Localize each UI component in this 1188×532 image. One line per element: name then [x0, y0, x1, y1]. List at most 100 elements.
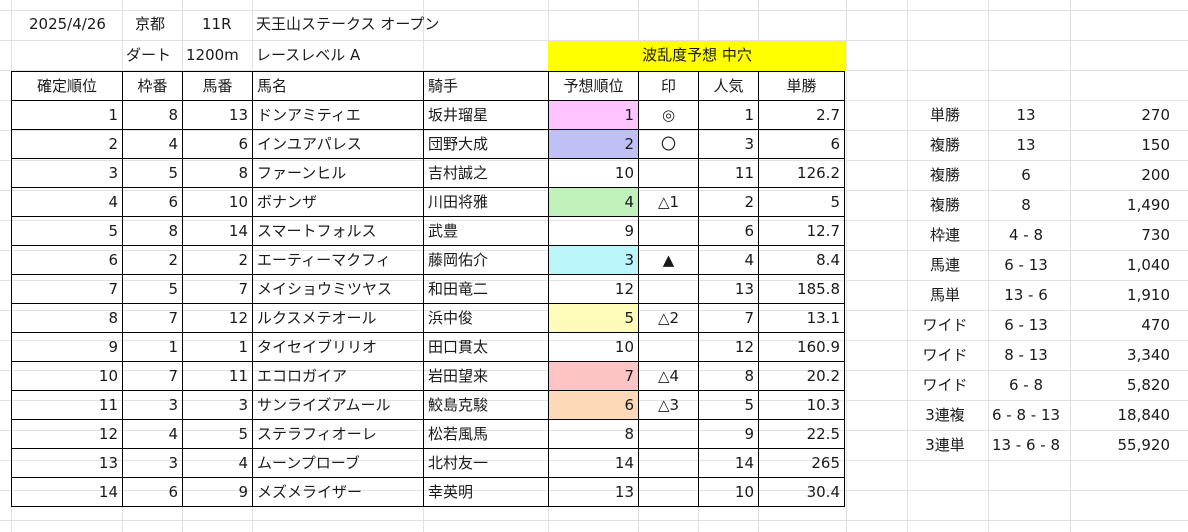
predicted-rank-cell: 6 [548, 390, 639, 420]
payout-combination: 13 [1016, 106, 1036, 124]
bracket-number-cell: 8 [122, 100, 183, 130]
jockey-name-cell: 浜中俊 [423, 303, 549, 333]
payout-amount: 1,910 [1127, 286, 1170, 304]
jockey-name-cell: 幸英明 [423, 477, 549, 507]
finish-position-cell: 14 [11, 477, 123, 507]
payout-amount: 3,340 [1127, 346, 1170, 364]
popularity-cell: 8 [698, 361, 759, 391]
win-odds-cell: 6 [758, 129, 845, 159]
popularity-cell: 3 [698, 129, 759, 159]
horse-number-cell: 4 [182, 448, 253, 478]
popularity-cell: 7 [698, 303, 759, 333]
payout-combination: 6 - 13 [1004, 316, 1048, 334]
horse-name-cell: ドンアミティエ [252, 100, 424, 130]
prediction-mark-cell: △4 [638, 361, 699, 391]
win-odds-cell: 30.4 [758, 477, 845, 507]
jockey-name-cell: 岩田望来 [423, 361, 549, 391]
bracket-number-cell: 5 [122, 274, 183, 304]
payout-amount: 18,840 [1117, 406, 1171, 424]
finish-position-cell: 5 [11, 216, 123, 246]
jockey-name-cell: 坂井瑠星 [423, 100, 549, 130]
prediction-mark-cell [638, 216, 699, 246]
jockey-name-cell: 武豊 [423, 216, 549, 246]
payout-combination: 8 - 13 [1004, 346, 1048, 364]
finish-position-cell: 7 [11, 274, 123, 304]
bracket-number-cell: 5 [122, 158, 183, 188]
payout-type: ワイド [922, 316, 968, 334]
payout-type: 複勝 [929, 136, 960, 154]
popularity-cell: 11 [698, 158, 759, 188]
race-distance: 1200m [186, 46, 239, 64]
predicted-rank-cell: 5 [548, 303, 639, 333]
table-header-row: 確定順位 枠番 馬番 馬名 騎手 予想順位 印 人気 単勝 [11, 71, 845, 101]
win-odds-cell: 10.3 [758, 390, 845, 420]
payout-type: 馬連 [929, 256, 960, 274]
horse-name-cell: メズメライザー [252, 477, 424, 507]
jockey-name-cell: 藤岡佑介 [423, 245, 549, 275]
prediction-mark-cell: ▲ [638, 245, 699, 275]
table-row: 9 1 1 タイセイブリリオ 田口貫太 10 12 160.9 [11, 332, 845, 362]
horse-name-cell: サンライズアムール [252, 390, 424, 420]
upset-forecast-label: 波乱度予想 中穴 [642, 46, 752, 64]
horse-name-cell: ムーンプローブ [252, 448, 424, 478]
jockey-name-cell: 北村友一 [423, 448, 549, 478]
table-row: 7 5 7 メイショウミツヤス 和田竜二 12 13 185.8 [11, 274, 845, 304]
popularity-cell: 12 [698, 332, 759, 362]
table-row: 12 4 5 ステラフィオーレ 松若風馬 8 9 22.5 [11, 419, 845, 449]
horse-name-cell: ボナンザ [252, 187, 424, 217]
prediction-mark-cell: 〇 [638, 129, 699, 159]
win-odds-cell: 126.2 [758, 158, 845, 188]
jockey-name-cell: 和田竜二 [423, 274, 549, 304]
win-odds-cell: 20.2 [758, 361, 845, 391]
horse-name-cell: ルクスメテオール [252, 303, 424, 333]
predicted-rank-cell: 8 [548, 419, 639, 449]
race-date: 2025/4/26 [29, 15, 106, 33]
payout-type: 3連単 [925, 436, 965, 454]
horse-number-cell: 11 [182, 361, 253, 391]
horse-number-cell: 6 [182, 129, 253, 159]
upset-forecast-banner: 波乱度予想 中穴 [548, 41, 846, 71]
payout-combination: 6 [1021, 166, 1031, 184]
predicted-rank-cell: 2 [548, 129, 639, 159]
finish-position-cell: 1 [11, 100, 123, 130]
payout-type: 枠連 [929, 226, 960, 244]
payout-amount: 470 [1141, 316, 1170, 334]
popularity-cell: 9 [698, 419, 759, 449]
payout-type: ワイド [922, 376, 968, 394]
table-row: 11 3 3 サンライズアムール 鮫島克駿 6 △3 5 10.3 [11, 390, 845, 420]
horse-number-cell: 13 [182, 100, 253, 130]
payout-combination: 8 [1021, 196, 1031, 214]
predicted-rank-cell: 14 [548, 448, 639, 478]
payout-amount: 1,490 [1127, 196, 1170, 214]
finish-position-cell: 8 [11, 303, 123, 333]
table-row: 8 7 12 ルクスメテオール 浜中俊 5 △2 7 13.1 [11, 303, 845, 333]
prediction-mark-cell [638, 158, 699, 188]
horse-name-cell: ステラフィオーレ [252, 419, 424, 449]
prediction-mark-cell [638, 448, 699, 478]
finish-position-cell: 13 [11, 448, 123, 478]
finish-position-cell: 2 [11, 129, 123, 159]
win-odds-cell: 5 [758, 187, 845, 217]
predicted-rank-cell: 10 [548, 332, 639, 362]
table-row: 13 3 4 ムーンプローブ 北村友一 14 14 265 [11, 448, 845, 478]
payout-amount: 200 [1141, 166, 1170, 184]
payout-amount: 270 [1141, 106, 1170, 124]
popularity-cell: 1 [698, 100, 759, 130]
bracket-number-cell: 4 [122, 419, 183, 449]
payout-type: ワイド [922, 346, 968, 364]
predicted-rank-cell: 4 [548, 187, 639, 217]
payout-combination: 13 - 6 - 8 [991, 436, 1061, 454]
prediction-mark-cell [638, 419, 699, 449]
popularity-cell: 13 [698, 274, 759, 304]
payout-type: 複勝 [929, 166, 960, 184]
payout-combination: 6 - 8 - 13 [991, 406, 1061, 424]
table-row: 3 5 8 ファーンヒル 吉村誠之 10 11 126.2 [11, 158, 845, 188]
jockey-name-cell: 田口貫太 [423, 332, 549, 362]
jockey-name-cell: 松若風馬 [423, 419, 549, 449]
win-odds-cell: 8.4 [758, 245, 845, 275]
win-odds-cell: 13.1 [758, 303, 845, 333]
payout-amount: 730 [1141, 226, 1170, 244]
finish-position-cell: 11 [11, 390, 123, 420]
payout-combination: 6 - 13 [1004, 256, 1048, 274]
payout-combination: 4 - 8 [1008, 226, 1044, 244]
